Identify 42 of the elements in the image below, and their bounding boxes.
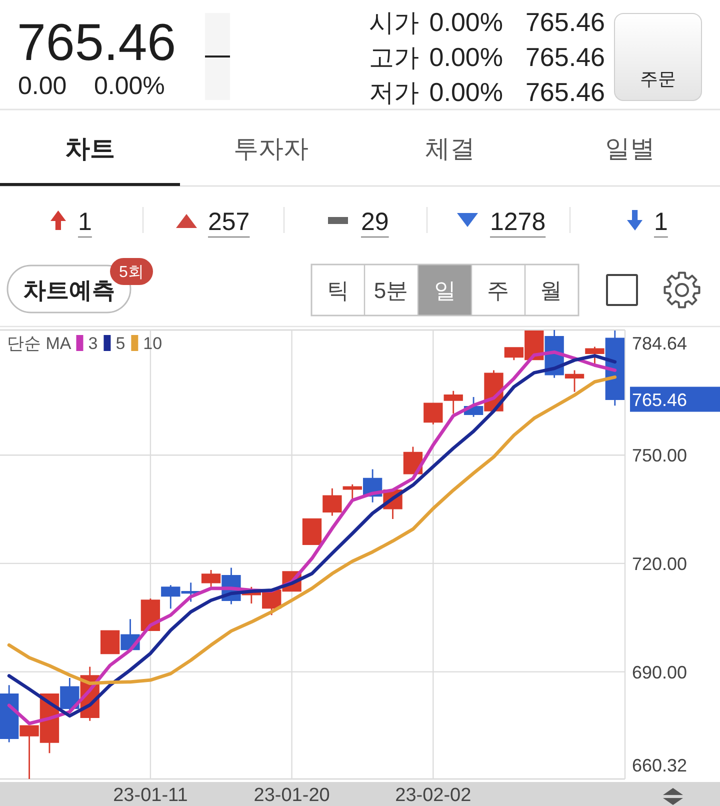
x-tick-label: 23-02-02	[395, 785, 472, 806]
text: 체결	[425, 135, 475, 163]
text: 5회	[119, 264, 144, 281]
text: 차트	[65, 135, 115, 163]
text: 765.46	[525, 77, 605, 107]
text: 월	[540, 278, 562, 303]
legend-label: 10	[143, 334, 162, 353]
text: 765.46	[525, 7, 605, 37]
y-tick-label: 784.64	[632, 334, 688, 354]
text: 765.46	[525, 42, 605, 72]
text: 1278	[490, 208, 546, 236]
text: 765.46	[632, 390, 688, 410]
x-tick-label: 23-01-20	[254, 785, 330, 806]
text: 5분	[374, 278, 408, 303]
legend-label: 3	[88, 334, 98, 353]
legend-label: 5	[116, 334, 126, 353]
text: 틱	[327, 278, 349, 303]
x-tick-label: 23-01-11	[113, 785, 188, 806]
text: 투자자	[234, 135, 308, 163]
text: 1	[78, 208, 92, 236]
y-tick-label: 720.00	[632, 554, 688, 574]
text: 주문	[640, 69, 676, 89]
text: 주	[487, 278, 509, 303]
text: 차트예측	[23, 277, 115, 303]
text: 일	[434, 278, 456, 303]
text: 저가	[369, 79, 419, 107]
y-tick-label: 750.00	[632, 446, 688, 466]
text: 29	[361, 208, 389, 236]
text: 0.00%	[429, 42, 503, 72]
legend-title: 단순 MA	[7, 334, 72, 353]
text: 0.00%	[429, 77, 503, 107]
text: 257	[208, 208, 250, 236]
text: 1	[654, 208, 668, 236]
y-tick-label: 660.32	[632, 756, 688, 776]
text: 765.46	[17, 14, 176, 72]
text: 시가	[369, 9, 419, 37]
text: 고가	[369, 44, 419, 72]
text: 일별	[605, 135, 655, 163]
text: 0.00%	[94, 72, 165, 100]
y-tick-label: 690.00	[632, 662, 688, 682]
text: 0.00	[18, 72, 67, 100]
text: 0.00%	[429, 7, 503, 37]
